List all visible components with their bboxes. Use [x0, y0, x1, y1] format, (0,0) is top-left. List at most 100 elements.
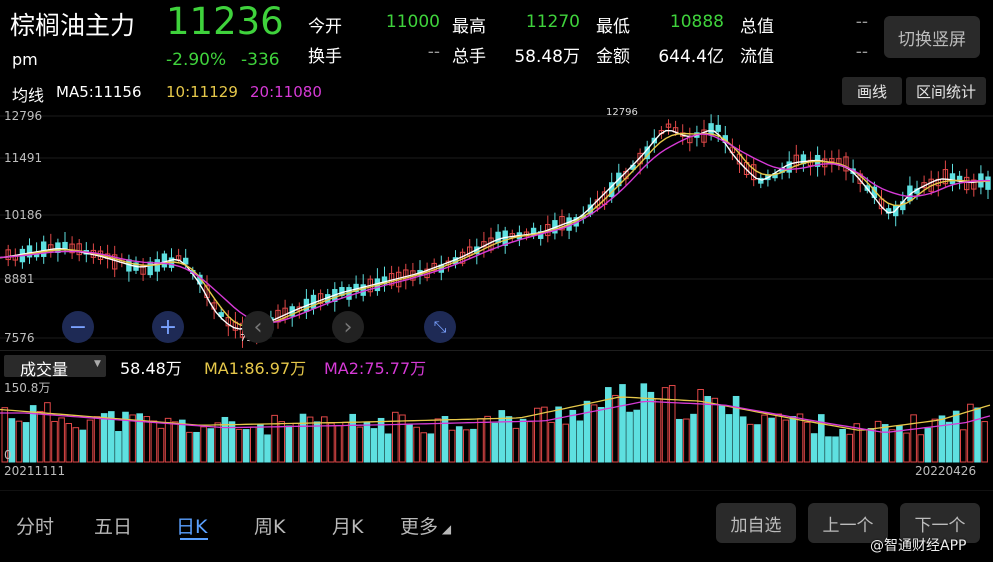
volume-bar	[846, 433, 854, 463]
volume-bar	[938, 415, 946, 463]
ma5-value: MA5:11156	[56, 83, 142, 101]
volume-bar	[931, 418, 939, 463]
stat-value-total-value: --	[855, 12, 868, 32]
volume-bar	[484, 415, 491, 463]
last-price: 11236	[166, 0, 284, 43]
volume-bar	[136, 413, 143, 463]
volume-bar	[72, 427, 80, 463]
fullscreen-button[interactable]: ⤡	[424, 311, 456, 343]
volume-total: 58.48万	[120, 359, 182, 378]
candle-body	[183, 257, 189, 265]
volume-bar	[164, 417, 172, 463]
volume-bar	[79, 429, 87, 463]
volume-bar	[534, 407, 541, 463]
volume-bar	[171, 421, 179, 463]
volume-bar	[22, 422, 30, 463]
volume-bar	[590, 404, 598, 463]
volume-chart[interactable]	[0, 378, 993, 464]
volume-bar	[945, 421, 953, 463]
volume-bar	[257, 423, 264, 463]
candle-body	[5, 249, 11, 261]
candle-body	[701, 129, 707, 143]
volume-bar	[676, 418, 683, 463]
volume-ma2: MA2:75.77万	[324, 359, 427, 378]
volume-bar	[505, 416, 513, 463]
volume-axis-zero: 0	[4, 448, 12, 462]
volume-bar	[200, 426, 207, 463]
stat-label-high: 最高	[452, 17, 486, 37]
volume-bar	[818, 414, 825, 463]
divider	[0, 350, 993, 351]
volume-bar	[732, 395, 740, 463]
price-axis-label-2: 11491	[4, 151, 43, 165]
candle-body	[758, 177, 764, 184]
zoom-out-button[interactable]: −	[62, 311, 94, 343]
volume-bar	[15, 420, 23, 463]
volume-bar	[179, 419, 186, 463]
next-contract-button[interactable]: 下一个	[900, 503, 980, 543]
volume-axis-top: 150.8万	[4, 381, 51, 395]
volume-bar	[150, 420, 158, 463]
tab-daily-k[interactable]: 日K	[176, 516, 208, 538]
volume-bar	[768, 417, 775, 463]
stat-value-amount: 644.4亿	[658, 47, 724, 67]
volume-bar	[65, 423, 73, 463]
zoom-in-button[interactable]: +	[152, 311, 184, 343]
volume-bar	[100, 413, 108, 463]
volume-bar	[356, 426, 364, 463]
volume-bar	[704, 396, 712, 463]
indicator-selector[interactable]: 成交量 ▼	[4, 355, 106, 379]
volume-bar	[974, 407, 981, 463]
candlestick-chart[interactable]	[0, 108, 993, 348]
draw-line-button[interactable]: 画线	[842, 77, 902, 105]
tab-five-day[interactable]: 五日	[94, 516, 133, 538]
previous-contract-button[interactable]: 上一个	[808, 503, 888, 543]
tab-more[interactable]: 更多 ◢	[400, 512, 451, 539]
candle-body	[964, 176, 970, 191]
chevron-down-icon: ◢	[438, 522, 452, 536]
volume-bar	[952, 410, 960, 463]
scroll-right-button[interactable]: ›	[332, 311, 364, 343]
volume-bar	[747, 423, 754, 463]
range-stats-button[interactable]: 区间统计	[906, 77, 986, 105]
chevron-left-icon: ‹	[253, 314, 263, 340]
volume-bar	[306, 416, 314, 463]
ma10-value: 10:11129	[166, 83, 238, 101]
tab-weekly-k[interactable]: 周K	[254, 516, 286, 538]
volume-bar	[917, 434, 925, 463]
volume-bar	[647, 391, 655, 463]
contract-name: 棕榈油主力	[10, 11, 136, 40]
volume-bar	[881, 424, 889, 463]
candle-body	[708, 123, 714, 136]
volume-bar	[626, 411, 633, 463]
volume-bar	[413, 426, 420, 463]
candle-body	[665, 123, 672, 128]
tab-monthly-k[interactable]: 月K	[332, 516, 364, 538]
volume-bar	[761, 414, 768, 463]
stat-value-float-value: --	[855, 42, 868, 62]
volume-bar	[612, 394, 619, 463]
add-watchlist-button[interactable]: 加自选	[716, 503, 796, 543]
candle-body	[317, 293, 324, 305]
candle-body	[41, 241, 47, 257]
volume-bar	[541, 406, 548, 463]
volume-bar	[250, 426, 257, 463]
divider-bottom	[0, 490, 993, 491]
volume-bar	[668, 385, 676, 463]
volume-bar	[335, 425, 342, 463]
change-percent: -2.90%	[166, 50, 227, 70]
stat-value-turnover: --	[427, 42, 440, 62]
scroll-left-button[interactable]: ‹	[242, 311, 274, 343]
volume-bar	[981, 421, 988, 463]
volume-bar	[363, 422, 371, 463]
volume-bar	[498, 410, 506, 463]
volume-bar	[384, 433, 392, 463]
tab-intraday[interactable]: 分时	[16, 516, 55, 538]
volume-bar	[214, 422, 222, 463]
switch-portrait-button[interactable]: 切换竖屏	[884, 16, 980, 58]
volume-bar	[186, 431, 193, 463]
volume-bar	[93, 416, 101, 463]
tab-more-label: 更多	[400, 516, 439, 538]
minus-icon: −	[68, 314, 88, 340]
price-axis-label-1: 12796	[4, 109, 43, 123]
